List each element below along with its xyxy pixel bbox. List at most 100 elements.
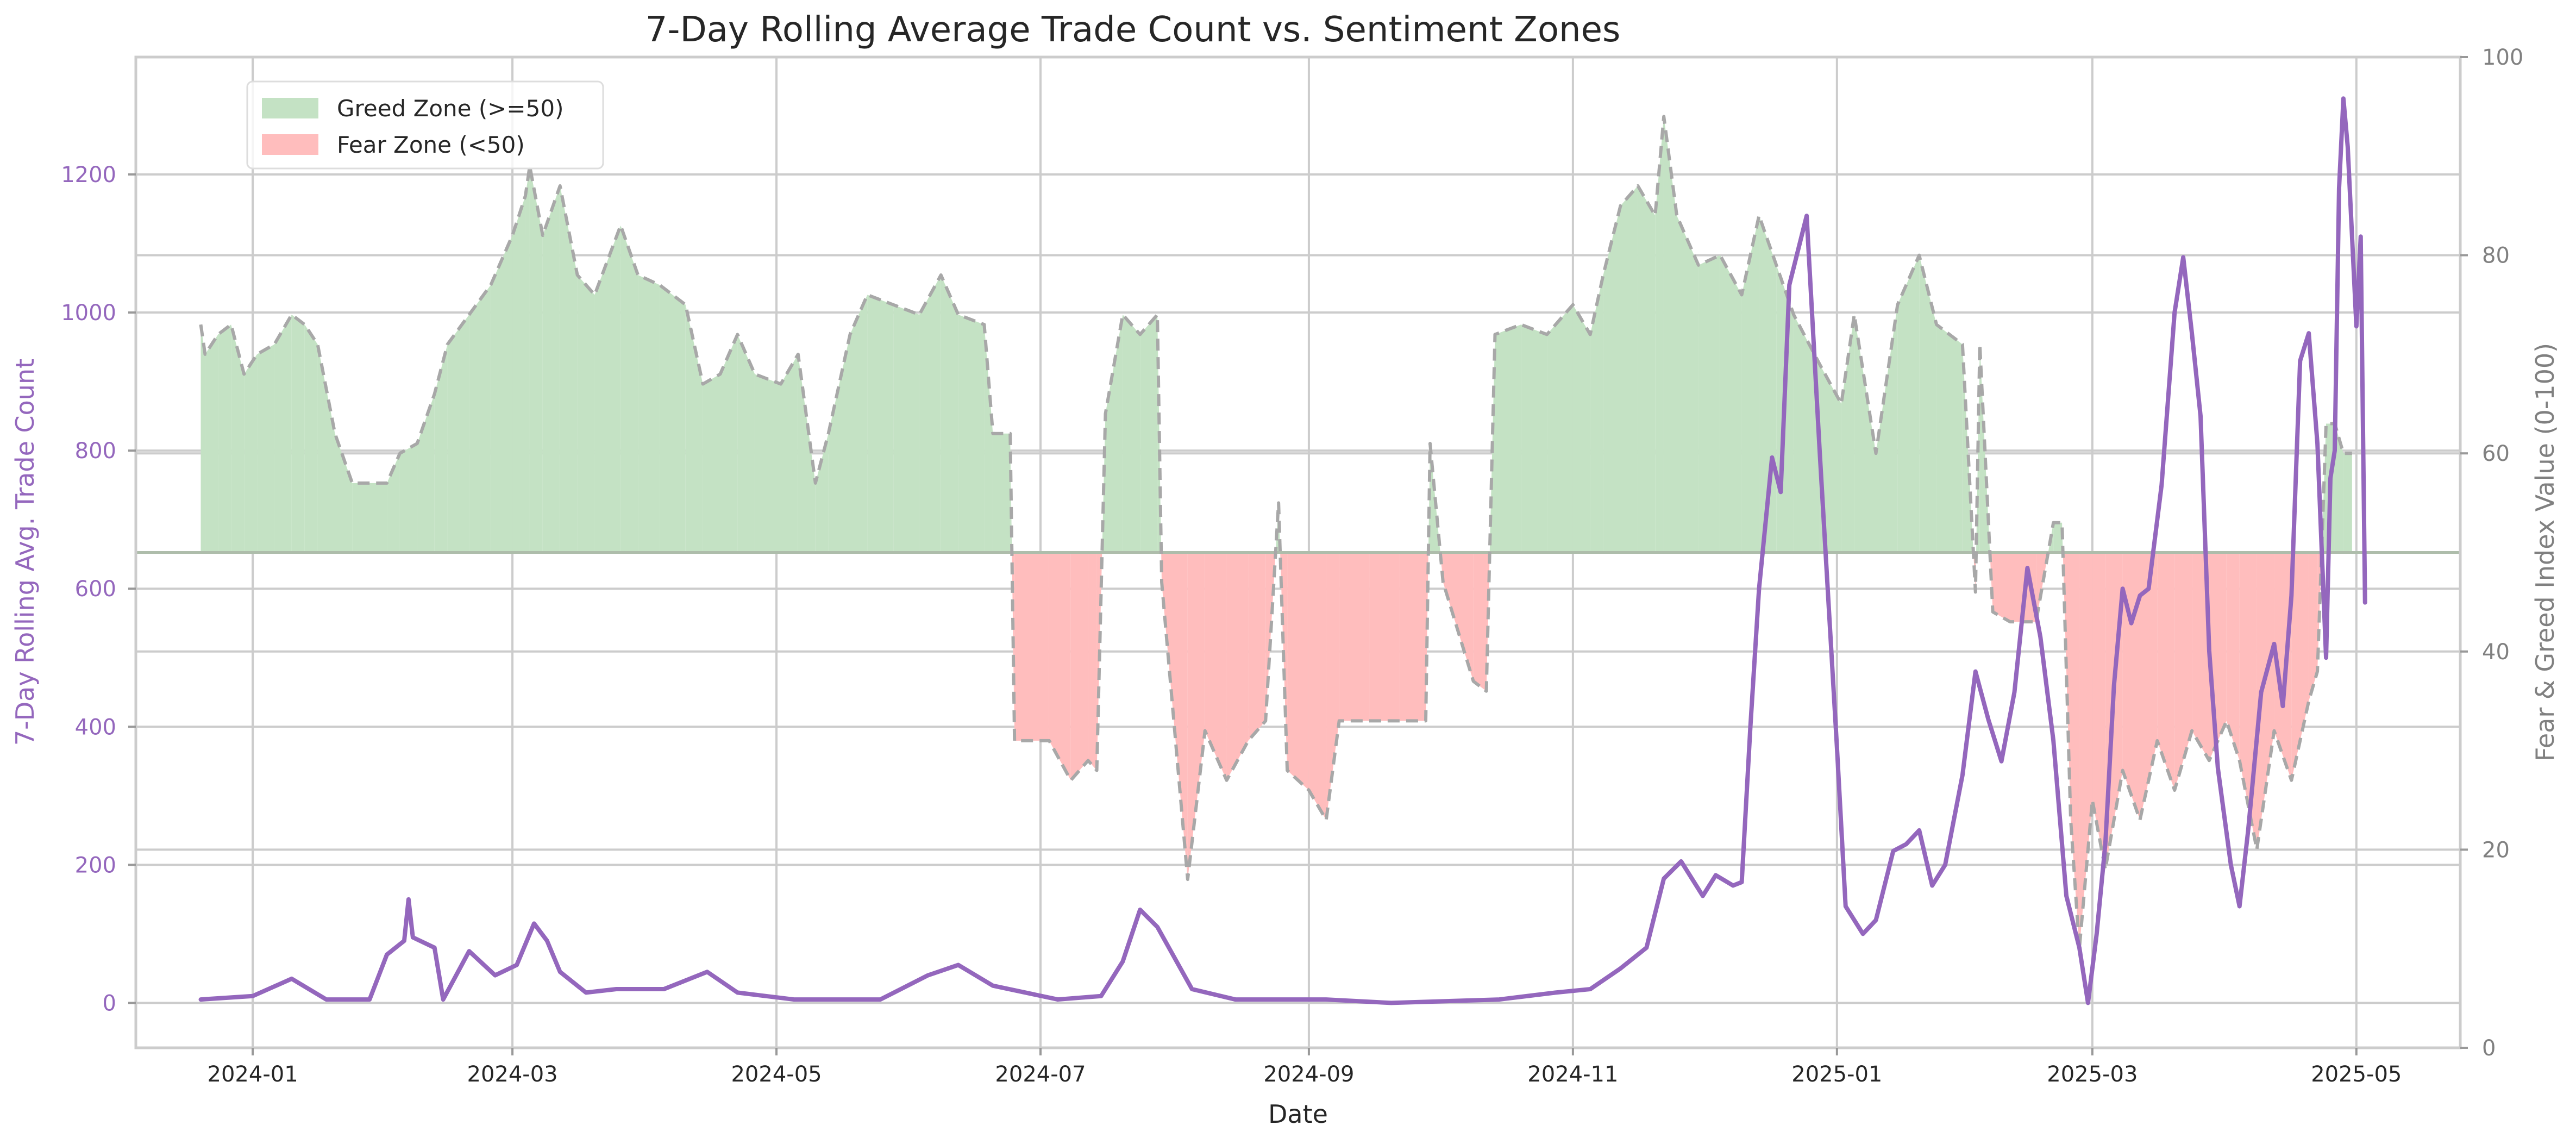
greed-zone-area [1102, 414, 1106, 553]
greed-zone-area [2053, 522, 2063, 553]
fear-zone-area [1326, 552, 1339, 820]
greed-zone-area [291, 314, 305, 553]
left-y-tick-label: 1200 [61, 162, 116, 187]
legend-swatch-fear [262, 134, 318, 155]
greed-zone-area [1979, 344, 1990, 553]
greed-zone-area [447, 314, 469, 553]
x-tick-label: 2024-03 [467, 1062, 558, 1087]
greed-zone-area [200, 324, 205, 553]
fear-zone-area [1070, 552, 1088, 780]
fear-zone-area [1205, 552, 1227, 780]
right-y-tick-label: 100 [2482, 45, 2523, 70]
greed-zone-area [850, 295, 868, 553]
sentiment-zone-fills [200, 116, 2352, 949]
greed-zone-area [867, 295, 894, 553]
fear-greed-line [199, 115, 2352, 951]
fear-zone-area [2291, 552, 2309, 780]
fear-greed-series-line [199, 115, 2352, 951]
legend-label-fear: Fear Zone (<50) [337, 132, 525, 158]
x-tick-label: 2024-05 [731, 1062, 822, 1087]
greed-zone-area [525, 166, 530, 553]
chart-title: 7-Day Rolling Average Trade Count vs. Se… [645, 10, 1621, 50]
fear-zone-area [2257, 552, 2274, 850]
fear-zone-area [1088, 552, 1097, 771]
fear-zone-area [2140, 552, 2158, 820]
x-tick-label: 2025-03 [2047, 1062, 2138, 1087]
fear-zone-area [2092, 552, 2105, 870]
greed-zone-area [274, 314, 292, 553]
trade-count-line [198, 96, 2367, 1005]
greed-zone-area [993, 433, 1011, 553]
greed-zone-area [1819, 364, 1841, 553]
greed-zone-area [984, 324, 993, 553]
fear-zone-area [2122, 552, 2140, 820]
greed-zone-area [781, 354, 798, 553]
greed-zone-area [720, 334, 738, 553]
greed-zone-area [1854, 314, 1876, 553]
greed-zone-area [1123, 314, 1140, 553]
greed-zone-area [1919, 255, 1937, 553]
greed-zone-area [335, 433, 353, 553]
greed-zone-area [659, 285, 686, 553]
greed-zone-area [1741, 215, 1759, 553]
left-y-tick-label: 1000 [61, 301, 116, 326]
greed-zone-area [1428, 443, 1430, 553]
fear-zone-area [2079, 552, 2092, 949]
greed-zone-area [1140, 314, 1158, 553]
greed-zone-area [304, 324, 318, 553]
x-tick-label: 2025-01 [1791, 1062, 1882, 1087]
left-y-tick-label: 600 [75, 577, 116, 602]
fear-zone-area [2036, 552, 2048, 622]
greed-zone-area [542, 185, 560, 553]
fear-zone-area [2192, 552, 2209, 761]
right-y-tick-label: 20 [2482, 837, 2510, 862]
greed-zone-area [1620, 185, 1638, 553]
greed-zone-area [1720, 255, 1742, 553]
right-y-tick-label: 60 [2482, 441, 2510, 466]
greed-zone-area [755, 374, 781, 553]
fear-zone-area [2226, 552, 2240, 761]
greed-zone-area [703, 374, 720, 553]
x-axis-label: Date [1268, 1099, 1328, 1129]
greed-zone-area [1677, 215, 1698, 553]
greed-zone-area [798, 354, 816, 553]
fear-zone-area [1339, 552, 1370, 721]
fear-zone-area [1426, 552, 1428, 721]
greed-zone-area [231, 324, 245, 553]
greed-zone-area [352, 483, 387, 553]
greed-zone-area [828, 334, 850, 553]
left-y-tick-label: 800 [75, 439, 116, 464]
x-axis-ticks: 2024-01 2024-03 2024-05 2024-07 2024-09 2024-… [208, 1048, 2402, 1087]
greed-zone-area [1841, 314, 1854, 553]
greed-zone-area [1876, 304, 1898, 553]
greed-zone-area [1603, 205, 1621, 553]
greed-zone-area [560, 185, 578, 553]
fear-zone-area [1287, 552, 1309, 791]
fear-zone-area [2174, 552, 2192, 791]
greed-zone-area [1897, 255, 1920, 553]
greed-zone-area [434, 344, 448, 553]
greed-zone-area [1936, 324, 1963, 553]
greed-zone-area [1664, 116, 1677, 553]
fear-zone-area [1187, 552, 1205, 880]
fear-zone-area [2309, 552, 2318, 701]
greed-zone-area [317, 344, 335, 553]
x-tick-label: 2024-07 [995, 1062, 1086, 1087]
greed-zone-area [1572, 304, 1590, 553]
plot-frame [134, 55, 2462, 1049]
left-y-tick-label: 200 [75, 853, 116, 878]
right-y-axis-label: Fear & Greed Index Value (0-100) [2530, 343, 2560, 761]
greed-zone-area [1521, 324, 1547, 553]
fear-zone-area [1473, 552, 1487, 691]
left-y-tick-label: 0 [103, 991, 116, 1016]
legend-box [246, 80, 604, 170]
left-y-axis-label: 7-Day Rolling Avg. Trade Count [10, 359, 40, 746]
greed-zone-area [1590, 275, 1603, 553]
greed-zone-area [2334, 423, 2343, 553]
greed-zone-area [638, 275, 660, 553]
greed-zone-area [919, 275, 941, 553]
left-y-axis-ticks: 0 200 400 600 800 1000 1200 [61, 162, 136, 1016]
greed-zone-area [893, 304, 919, 553]
greed-zone-area [2343, 453, 2352, 553]
left-y-tick-label: 400 [75, 715, 116, 740]
